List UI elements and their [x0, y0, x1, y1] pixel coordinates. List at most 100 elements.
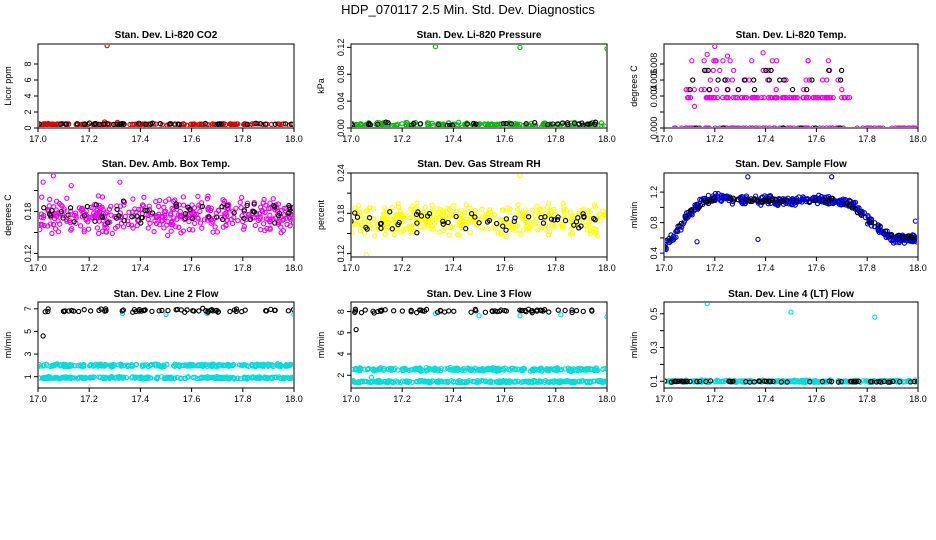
data-point	[51, 121, 58, 127]
panel-title: Stan. Dev. Li-820 Temp.	[736, 30, 847, 41]
data-point	[816, 192, 822, 198]
data-point	[43, 375, 49, 381]
data-point	[71, 219, 77, 225]
data-point	[68, 363, 74, 369]
data-point	[417, 224, 424, 230]
points-group	[352, 174, 606, 256]
y-tick-label: 8	[23, 61, 33, 66]
data-point	[464, 121, 470, 127]
data-point	[370, 308, 376, 314]
data-point	[409, 122, 415, 127]
data-point	[180, 194, 187, 200]
plot-frame	[663, 172, 919, 258]
data-point	[215, 309, 221, 315]
data-point	[424, 367, 431, 373]
data-point	[697, 125, 703, 127]
data-point	[237, 376, 244, 382]
data-point	[482, 309, 489, 315]
data-point	[717, 67, 723, 74]
data-point	[133, 361, 140, 368]
data-point	[593, 231, 599, 237]
data-point	[291, 311, 293, 317]
data-point	[228, 375, 234, 381]
panel-title: Stan. Dev. Sample Flow	[735, 159, 847, 170]
data-point	[157, 197, 163, 204]
data-point	[419, 377, 425, 384]
data-point	[715, 378, 721, 384]
data-point	[545, 121, 551, 127]
panel-1: Stan. Dev. Li-820 CO2 17.0 17.2 17.4 17.6 17.…	[3, 30, 303, 144]
data-point	[85, 226, 92, 232]
y-axis-label: ml/min	[629, 332, 639, 359]
data-point	[389, 226, 395, 232]
x-tick-label: 18.0	[285, 134, 303, 144]
data-point	[762, 193, 768, 199]
data-point	[840, 125, 846, 127]
data-point	[773, 94, 780, 101]
data-point	[276, 213, 282, 219]
data-point	[275, 201, 282, 207]
panel-title: Stan. Dev. Li-820 CO2	[115, 30, 218, 41]
data-point	[468, 309, 474, 315]
data-point	[424, 213, 431, 219]
data-point	[424, 120, 431, 126]
data-point	[573, 368, 579, 374]
data-point	[118, 213, 124, 220]
data-point	[880, 125, 886, 127]
data-point	[912, 218, 917, 224]
y-tick-label: 8	[336, 309, 346, 314]
x-tick-label: 17.8	[547, 134, 565, 144]
data-point	[539, 366, 545, 372]
data-point	[476, 313, 482, 319]
data-point	[425, 123, 431, 127]
data-point	[148, 375, 154, 381]
data-point	[804, 86, 810, 93]
data-point	[545, 232, 552, 238]
data-point	[449, 223, 456, 230]
data-point	[224, 202, 230, 209]
data-point	[283, 362, 289, 368]
plot-frame	[350, 301, 608, 389]
data-point	[691, 103, 698, 110]
data-point	[447, 364, 453, 371]
plot-frame	[37, 301, 295, 389]
data-point	[394, 214, 400, 220]
y-tick-label: 0.000	[649, 117, 659, 140]
data-point	[210, 229, 216, 235]
x-tick-label: 17.0	[29, 134, 47, 144]
data-point	[562, 307, 568, 314]
y-tick-label: 0.12	[23, 245, 33, 263]
data-point	[139, 202, 146, 208]
data-point	[683, 125, 689, 127]
data-point	[552, 378, 558, 385]
data-point	[392, 365, 398, 371]
data-point	[58, 208, 64, 215]
y-tick-label: 5	[23, 329, 33, 334]
plot-frame	[37, 43, 295, 129]
data-point	[569, 307, 575, 313]
data-point	[830, 125, 835, 127]
points-group	[39, 45, 293, 127]
data-point	[720, 125, 726, 127]
data-point	[500, 207, 507, 213]
data-point	[677, 223, 683, 230]
data-point	[698, 86, 704, 93]
data-point	[139, 364, 146, 370]
data-point	[540, 308, 546, 314]
x-tick-label: 17.4	[445, 394, 463, 404]
data-point	[518, 308, 524, 314]
x-tick-label: 17.4	[132, 263, 150, 273]
data-point	[852, 206, 859, 212]
data-point	[354, 214, 361, 220]
data-point	[901, 125, 907, 127]
data-point	[267, 225, 273, 231]
data-point	[837, 77, 844, 83]
data-point	[701, 86, 708, 93]
data-point	[835, 77, 841, 83]
data-point	[258, 227, 264, 233]
data-point	[233, 205, 239, 211]
data-point	[133, 308, 139, 315]
x-tick-label: 17.0	[342, 394, 360, 404]
data-point	[257, 214, 263, 220]
data-point	[206, 214, 212, 220]
